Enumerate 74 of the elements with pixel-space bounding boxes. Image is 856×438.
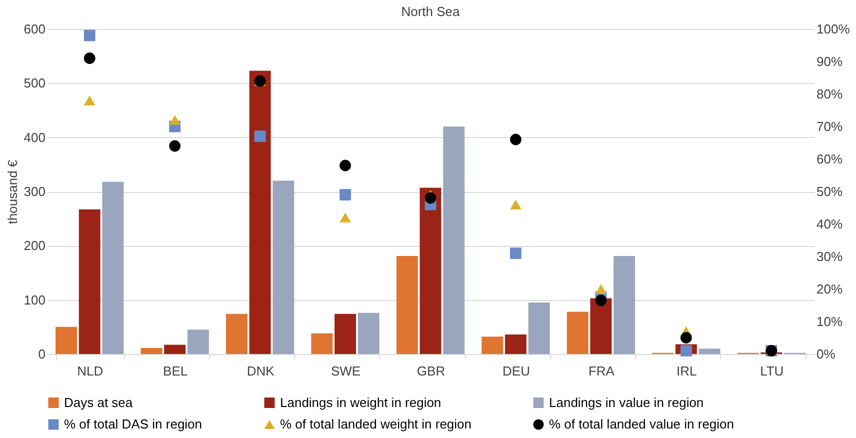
bar bbox=[566, 312, 588, 354]
y2-tick-label: 100% bbox=[816, 22, 850, 36]
point bbox=[510, 200, 522, 210]
x-tick-label: BEL bbox=[163, 364, 188, 378]
legend-label: % of total landed value in region bbox=[549, 416, 734, 432]
point bbox=[424, 192, 436, 204]
y2-tick-label: 50% bbox=[816, 184, 843, 199]
bar bbox=[78, 209, 100, 354]
point bbox=[254, 130, 266, 142]
point bbox=[340, 212, 351, 222]
point bbox=[84, 30, 96, 42]
bar bbox=[56, 326, 78, 354]
legend-label: Landings in weight in region bbox=[280, 394, 442, 410]
y-tick-label: 300 bbox=[24, 184, 46, 199]
point bbox=[510, 248, 522, 259]
y-tick-label: 200 bbox=[24, 238, 46, 254]
bar bbox=[187, 330, 209, 354]
y-tick-label: 400 bbox=[24, 130, 46, 145]
x-tick-label: FRA bbox=[588, 364, 615, 378]
y2-tick-label: 40% bbox=[816, 216, 843, 232]
point bbox=[84, 96, 96, 106]
bar bbox=[504, 334, 526, 354]
x-tick-label: GBR bbox=[416, 364, 446, 378]
y2-tick-label: 20% bbox=[816, 282, 843, 296]
y2-tick-label: 90% bbox=[816, 54, 843, 69]
bar bbox=[102, 182, 124, 354]
bar bbox=[482, 336, 504, 354]
y-axis-title: thousand € bbox=[4, 159, 20, 224]
point bbox=[340, 160, 351, 172]
bar bbox=[272, 180, 294, 354]
bar bbox=[443, 126, 465, 354]
bar bbox=[140, 348, 162, 354]
bar bbox=[334, 314, 356, 354]
bar bbox=[614, 256, 636, 354]
point bbox=[680, 332, 692, 344]
legend-label: Landings in value in region bbox=[549, 394, 704, 410]
bar bbox=[358, 312, 380, 354]
y-tick-label: 100 bbox=[24, 292, 46, 308]
bar bbox=[249, 70, 271, 354]
y2-tick-label: 30% bbox=[816, 249, 843, 264]
y2-tick-label: 60% bbox=[816, 152, 843, 166]
legend-label: % of total DAS in region bbox=[64, 416, 202, 432]
point bbox=[340, 189, 351, 200]
legend-label: % of total landed weight in region bbox=[280, 416, 472, 432]
y-tick-label: 0 bbox=[38, 346, 46, 362]
point bbox=[169, 115, 181, 125]
chart-title: North Sea bbox=[401, 4, 461, 19]
bar bbox=[396, 256, 418, 354]
x-tick-label: NLD bbox=[77, 364, 104, 378]
x-tick-label: IRL bbox=[676, 364, 697, 378]
bar bbox=[590, 298, 612, 354]
y2-tick-label: 80% bbox=[816, 86, 843, 102]
bar bbox=[420, 188, 442, 354]
bar bbox=[698, 348, 720, 354]
x-tick-label: DNK bbox=[246, 364, 275, 378]
y2-tick-label: 10% bbox=[816, 314, 843, 329]
point bbox=[169, 140, 181, 152]
x-tick-label: DEU bbox=[502, 364, 530, 378]
bar bbox=[164, 344, 186, 354]
point bbox=[84, 52, 96, 64]
x-tick-label: LTU bbox=[760, 364, 784, 378]
y2-tick-label: 70% bbox=[816, 119, 843, 134]
point bbox=[595, 294, 607, 306]
point bbox=[510, 134, 522, 146]
point bbox=[680, 345, 692, 356]
legend-label: Days at sea bbox=[64, 394, 134, 410]
y-tick-label: 500 bbox=[24, 76, 46, 91]
y2-tick-label: 0% bbox=[816, 346, 836, 362]
bar bbox=[311, 333, 333, 354]
y-tick-label: 600 bbox=[24, 22, 46, 36]
bar bbox=[226, 314, 248, 354]
x-tick-label: SWE bbox=[330, 364, 361, 378]
bar bbox=[528, 302, 550, 354]
point bbox=[595, 284, 607, 294]
